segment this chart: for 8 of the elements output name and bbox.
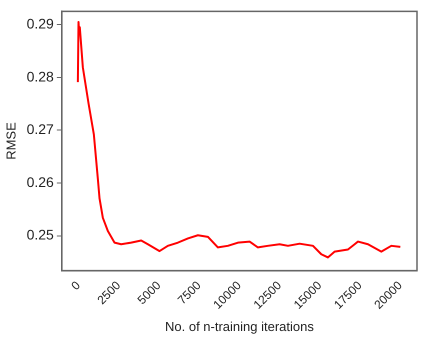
y-tick-label: 0.25 bbox=[26, 226, 54, 243]
y-tick-label: 0.27 bbox=[26, 121, 54, 138]
y-tick-label: 0.29 bbox=[26, 15, 54, 32]
y-tick-label: 0.28 bbox=[26, 68, 54, 84]
x-axis-title: No. of n-training iterations bbox=[164, 318, 314, 334]
y-axis-title: RMSE bbox=[3, 122, 18, 160]
x-tick-label: 0 bbox=[68, 278, 84, 293]
y-tick-label: 0.26 bbox=[26, 174, 54, 190]
